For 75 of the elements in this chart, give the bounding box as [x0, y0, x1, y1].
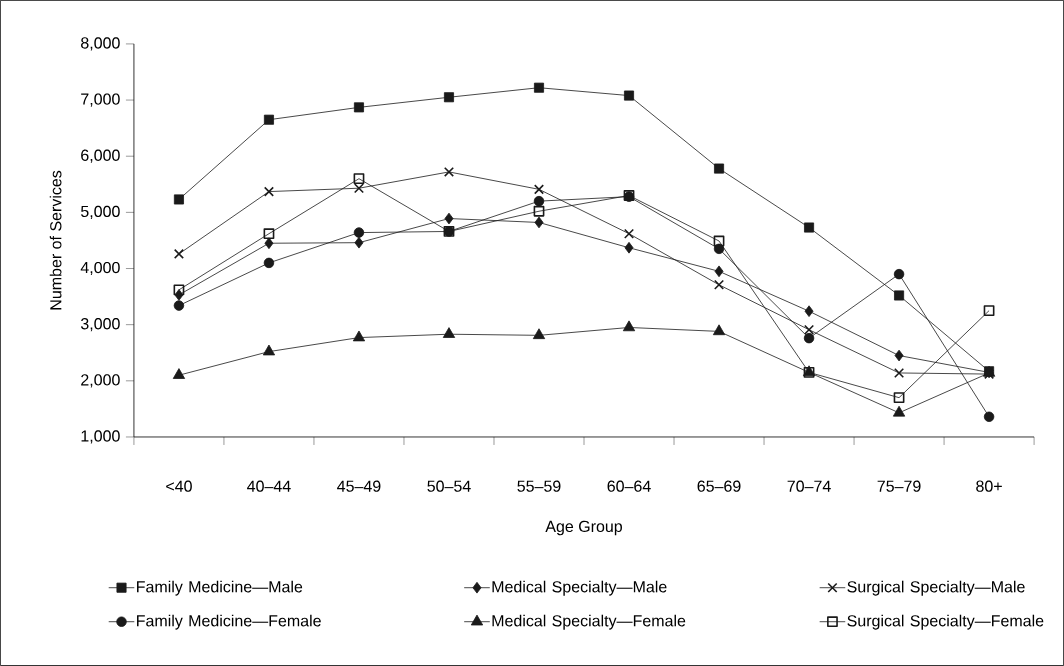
point: [173, 248, 184, 260]
point: [893, 268, 905, 280]
point: [353, 173, 365, 185]
point: [894, 367, 905, 379]
point: [804, 324, 815, 335]
point: [624, 241, 634, 254]
point: [444, 212, 454, 225]
point: [983, 411, 995, 422]
point: [533, 184, 545, 195]
x-tick-label: 70–74: [787, 480, 831, 492]
legend-label: Surgical Specialty—Female: [847, 614, 1044, 630]
point: [353, 227, 365, 238]
x-tick-label: 45–49: [337, 480, 381, 492]
y-tick-label: 3,000: [80, 318, 120, 332]
point: [263, 186, 274, 197]
point: [534, 82, 544, 93]
y-tick-label: 2,000: [81, 374, 120, 388]
point: [262, 344, 276, 356]
point: [173, 284, 185, 296]
point: [533, 195, 545, 207]
point: [714, 265, 724, 278]
point: [712, 324, 726, 336]
point: [622, 320, 636, 332]
point: [263, 228, 275, 240]
point: [713, 235, 725, 247]
point: [892, 405, 906, 417]
x-tick-label: 55–59: [517, 480, 561, 492]
point: [353, 183, 365, 194]
point: [894, 349, 904, 362]
y-tick-label: 6,000: [81, 149, 120, 163]
y-tick-label: 8,000: [81, 37, 120, 51]
legend-label: Surgical Specialty—Male: [847, 580, 1025, 596]
point: [713, 243, 725, 255]
point: [713, 279, 725, 290]
y-tick-label: 7,000: [81, 93, 120, 107]
point: [172, 368, 186, 379]
x-tick-label: <40: [166, 480, 192, 492]
legend-label: Family Medicine—Female: [137, 614, 321, 630]
point: [714, 163, 725, 174]
x-tick-label: 60–64: [607, 480, 651, 492]
point: [983, 305, 995, 317]
y-tick-label: 1,000: [81, 430, 120, 444]
y-tick-label: 5,000: [80, 205, 120, 220]
point: [803, 332, 815, 344]
x-tick-label: 50–54: [427, 480, 471, 492]
legend-label: Medical Specialty—Male: [492, 580, 667, 596]
point: [804, 222, 815, 233]
point: [443, 92, 454, 103]
y-tick-label: 4,000: [80, 261, 120, 276]
point: [532, 328, 546, 340]
point: [173, 194, 184, 205]
x-tick-label: 65–69: [697, 480, 741, 492]
x-tick-label: 40–44: [247, 480, 291, 492]
point: [443, 166, 455, 178]
point: [442, 327, 456, 338]
point: [353, 102, 364, 113]
point: [173, 300, 185, 311]
x-tick-label: 75–79: [877, 480, 921, 492]
point: [354, 236, 364, 249]
y-axis-title: Number of Services: [49, 170, 62, 310]
point: [263, 257, 275, 269]
point: [893, 392, 905, 404]
point: [534, 216, 544, 229]
point: [623, 228, 635, 239]
point: [624, 90, 635, 101]
point: [804, 305, 814, 318]
legend-label: Medical Specialty—Female: [492, 614, 686, 630]
point: [352, 330, 366, 342]
point: [263, 114, 274, 125]
point: [264, 237, 274, 250]
legend-label: Family Medicine—Male: [137, 580, 303, 596]
point: [533, 205, 545, 217]
point: [894, 290, 905, 301]
x-tick-label: 80+: [976, 480, 1002, 492]
x-axis-title: Age Group: [545, 520, 622, 536]
